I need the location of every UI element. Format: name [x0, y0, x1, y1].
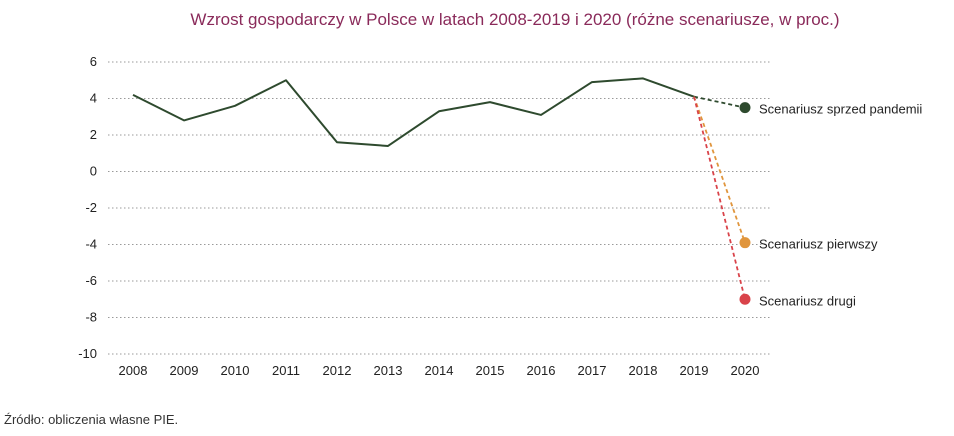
scenario-marker — [739, 102, 751, 114]
y-axis: 6 4 2 0 -2 -4 -6 -8 -10 — [78, 54, 97, 361]
x-tick-label: 2017 — [578, 363, 607, 378]
y-tick-label: 4 — [90, 91, 97, 106]
x-tick-label: 2008 — [119, 363, 148, 378]
x-tick-label: 2011 — [272, 363, 300, 378]
x-tick-label: 2013 — [374, 363, 403, 378]
y-tick-label: -4 — [85, 237, 97, 252]
scenario-dashed-line — [693, 96, 746, 243]
y-tick-label: 6 — [90, 54, 97, 69]
chart-title: Wzrost gospodarczy w Polsce w latach 200… — [190, 10, 840, 29]
x-tick-label: 2014 — [425, 363, 454, 378]
y-tick-label: 0 — [90, 164, 97, 179]
y-tick-label: -10 — [78, 346, 97, 361]
x-tick-label: 2018 — [629, 363, 658, 378]
x-tick-label: 2019 — [680, 363, 709, 378]
y-tick-label: -2 — [85, 200, 97, 215]
series-layer — [132, 77, 695, 147]
y-tick-label: -6 — [85, 273, 97, 288]
y-tick-label: -8 — [85, 310, 97, 325]
y-tick-label: 2 — [90, 127, 97, 142]
scenario-marker — [739, 293, 751, 305]
x-tick-label: 2012 — [323, 363, 352, 378]
source-note: Źródło: obliczenia własne PIE. — [4, 412, 179, 427]
scenario-label: Scenariusz pierwszy — [759, 237, 878, 252]
x-tick-label: 2020 — [731, 363, 760, 378]
scenario-dashed-line — [693, 95, 746, 109]
scenario-label: Scenariusz sprzed pandemii — [759, 102, 922, 117]
x-tick-label: 2010 — [221, 363, 250, 378]
x-tick-label: 2015 — [476, 363, 505, 378]
scenario-marker — [739, 237, 751, 249]
scenario-layer: Scenariusz sprzed pandemii Scenariusz pie… — [693, 95, 922, 308]
gridlines — [108, 61, 770, 355]
scenario-label: Scenariusz drugi — [759, 293, 856, 308]
x-tick-label: 2009 — [170, 363, 199, 378]
scenario-dashed-line — [693, 96, 746, 300]
series-line — [132, 77, 695, 147]
x-axis: 2008 2009 2010 2011 2012 2013 2014 2015 2016 2017… — [119, 363, 760, 378]
x-tick-label: 2016 — [527, 363, 556, 378]
